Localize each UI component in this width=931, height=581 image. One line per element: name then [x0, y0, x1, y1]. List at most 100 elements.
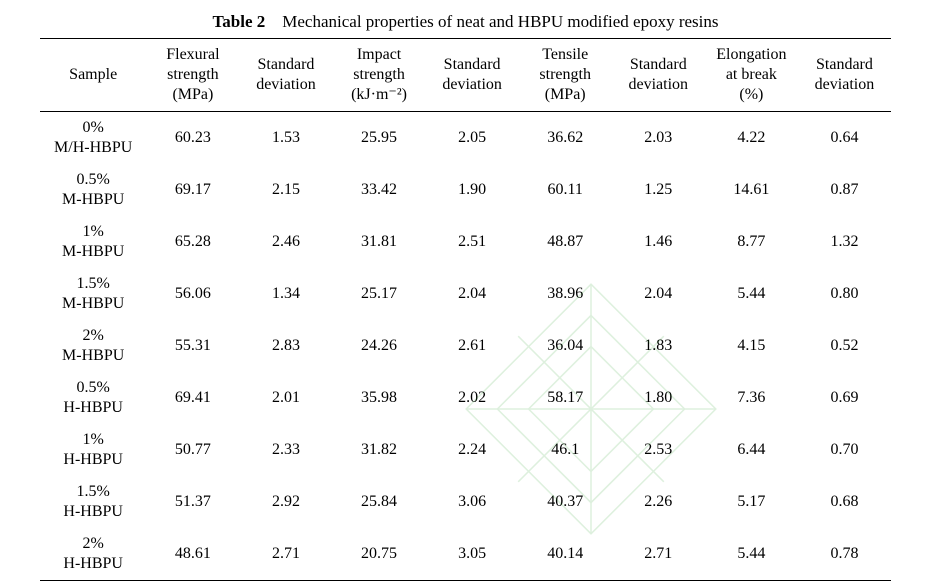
col-header-flex: Flexuralstrength(MPa) [146, 39, 239, 112]
cell-value: 2.15 [239, 164, 332, 216]
sample-line: 0% [42, 118, 144, 138]
cell-value: 31.81 [333, 216, 426, 268]
cell-value: 69.41 [146, 372, 239, 424]
data-table: SampleFlexuralstrength(MPa)Standarddevia… [40, 38, 891, 581]
cell-value: 2.05 [426, 112, 519, 165]
col-header-line: strength [148, 65, 237, 85]
cell-value: 2.83 [239, 320, 332, 372]
cell-value: 0.52 [798, 320, 891, 372]
col-header-line: Standard [614, 55, 703, 75]
col-header-impact: Impactstrength(kJ·m⁻²) [333, 39, 426, 112]
col-header-line: (MPa) [148, 85, 237, 105]
sample-line: 1.5% [42, 482, 144, 502]
cell-value: 0.69 [798, 372, 891, 424]
sample-line: H-HBPU [42, 398, 144, 418]
table-row: 0.5%M-HBPU69.172.1533.421.9060.111.2514.… [40, 164, 891, 216]
cell-value: 1.25 [612, 164, 705, 216]
table-row: 0%M/H-HBPU60.231.5325.952.0536.622.034.2… [40, 112, 891, 165]
cell-value: 0.78 [798, 528, 891, 581]
cell-value: 0.64 [798, 112, 891, 165]
cell-value: 36.04 [519, 320, 612, 372]
cell-value: 2.71 [239, 528, 332, 581]
page: Table 2 Mechanical properties of neat an… [0, 0, 931, 569]
cell-value: 4.15 [705, 320, 798, 372]
col-header-line: Standard [428, 55, 517, 75]
cell-value: 1.34 [239, 268, 332, 320]
cell-value: 7.36 [705, 372, 798, 424]
cell-value: 4.22 [705, 112, 798, 165]
table-row: 0.5%H-HBPU69.412.0135.982.0258.171.807.3… [40, 372, 891, 424]
cell-value: 6.44 [705, 424, 798, 476]
sample-line: M-HBPU [42, 346, 144, 366]
col-header-line: deviation [241, 75, 330, 95]
cell-sample: 1.5%H-HBPU [40, 476, 146, 528]
table-row: 1%M-HBPU65.282.4631.812.5148.871.468.771… [40, 216, 891, 268]
cell-value: 60.11 [519, 164, 612, 216]
cell-value: 2.26 [612, 476, 705, 528]
col-header-line: Flexural [148, 45, 237, 65]
cell-value: 1.80 [612, 372, 705, 424]
sample-line: M-HBPU [42, 242, 144, 262]
cell-value: 2.46 [239, 216, 332, 268]
col-header-line: at break [707, 65, 796, 85]
cell-value: 2.24 [426, 424, 519, 476]
sample-line: 0.5% [42, 378, 144, 398]
table-body: 0%M/H-HBPU60.231.5325.952.0536.622.034.2… [40, 112, 891, 581]
cell-value: 55.31 [146, 320, 239, 372]
table-row: 2%H-HBPU48.612.7120.753.0540.142.715.440… [40, 528, 891, 581]
cell-value: 60.23 [146, 112, 239, 165]
col-header-impact_sd: Standarddeviation [426, 39, 519, 112]
cell-value: 0.68 [798, 476, 891, 528]
cell-value: 2.04 [612, 268, 705, 320]
cell-value: 25.95 [333, 112, 426, 165]
cell-value: 33.42 [333, 164, 426, 216]
cell-value: 24.26 [333, 320, 426, 372]
cell-value: 56.06 [146, 268, 239, 320]
col-header-sample: Sample [40, 39, 146, 112]
sample-line: H-HBPU [42, 554, 144, 574]
table-row: 2%M-HBPU55.312.8324.262.6136.041.834.150… [40, 320, 891, 372]
cell-value: 25.84 [333, 476, 426, 528]
cell-value: 38.96 [519, 268, 612, 320]
cell-value: 0.70 [798, 424, 891, 476]
cell-sample: 0.5%M-HBPU [40, 164, 146, 216]
col-header-line: deviation [614, 75, 703, 95]
sample-line: 0.5% [42, 170, 144, 190]
cell-value: 36.62 [519, 112, 612, 165]
col-header-line: Standard [241, 55, 330, 75]
col-header-line: Impact [335, 45, 424, 65]
sample-line: 2% [42, 534, 144, 554]
sample-line: M-HBPU [42, 294, 144, 314]
cell-sample: 1%M-HBPU [40, 216, 146, 268]
cell-value: 2.02 [426, 372, 519, 424]
col-header-line: strength [521, 65, 610, 85]
cell-value: 5.17 [705, 476, 798, 528]
table-label: Table 2 [213, 12, 266, 31]
cell-value: 48.87 [519, 216, 612, 268]
cell-value: 5.44 [705, 528, 798, 581]
cell-value: 1.32 [798, 216, 891, 268]
cell-value: 1.90 [426, 164, 519, 216]
cell-value: 2.92 [239, 476, 332, 528]
cell-value: 2.71 [612, 528, 705, 581]
cell-value: 1.53 [239, 112, 332, 165]
sample-line: 1.5% [42, 274, 144, 294]
sample-line: H-HBPU [42, 450, 144, 470]
table-title: Table 2 Mechanical properties of neat an… [40, 12, 891, 32]
cell-value: 25.17 [333, 268, 426, 320]
cell-value: 1.83 [612, 320, 705, 372]
cell-value: 3.06 [426, 476, 519, 528]
cell-value: 0.87 [798, 164, 891, 216]
cell-value: 46.1 [519, 424, 612, 476]
col-header-line: Sample [42, 65, 144, 85]
cell-sample: 0.5%H-HBPU [40, 372, 146, 424]
cell-value: 40.37 [519, 476, 612, 528]
cell-value: 2.03 [612, 112, 705, 165]
cell-value: 31.82 [333, 424, 426, 476]
col-header-line: Tensile [521, 45, 610, 65]
cell-value: 2.01 [239, 372, 332, 424]
cell-value: 2.33 [239, 424, 332, 476]
cell-sample: 1.5%M-HBPU [40, 268, 146, 320]
col-header-line: (MPa) [521, 85, 610, 105]
col-header-tens: Tensilestrength(MPa) [519, 39, 612, 112]
